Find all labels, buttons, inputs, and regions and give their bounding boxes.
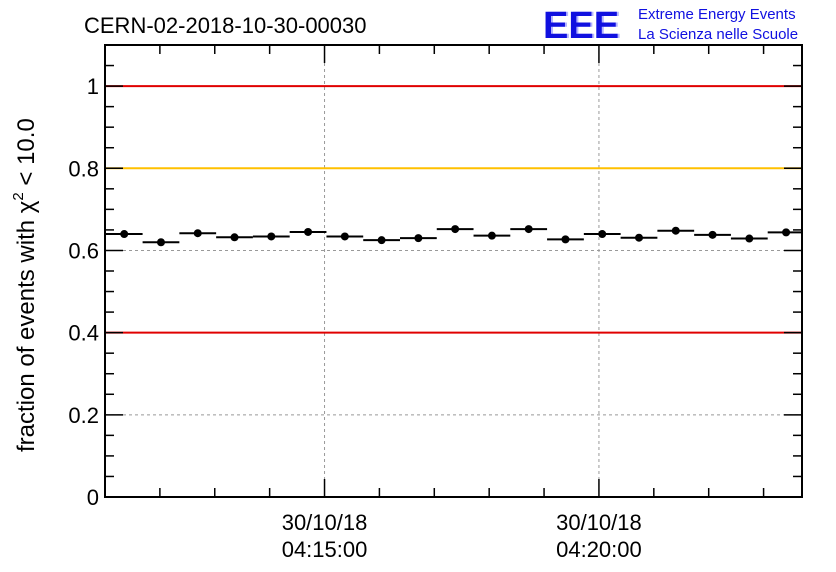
logo-line1: Extreme Energy Events: [638, 6, 796, 23]
data-point: [782, 228, 791, 237]
y-tick-label: 0.4: [68, 321, 99, 346]
grid: [105, 45, 802, 497]
x-tick-label-time: 04:15:00: [282, 537, 368, 562]
data-point: [267, 232, 276, 241]
x-tick-label-date: 30/10/18: [282, 510, 368, 535]
data-point: [120, 230, 129, 239]
data-point: [561, 235, 570, 244]
data-point: [304, 227, 313, 236]
logo-mark: EEE: [543, 5, 619, 47]
y-tick-label: 0: [87, 485, 99, 510]
data-point: [193, 229, 202, 238]
data-point: [671, 226, 680, 235]
data-point: [230, 233, 239, 242]
y-tick-label: 0.6: [68, 238, 99, 263]
data-point: [708, 230, 717, 239]
y-tick-label: 0.2: [68, 403, 99, 428]
data-point: [598, 230, 607, 239]
chart-title: CERN-02-2018-10-30-00030: [84, 13, 367, 38]
data-series: [105, 225, 802, 247]
tick-labels: 00.20.40.60.8130/10/1804:15:0030/10/1804…: [68, 74, 641, 562]
data-point: [156, 238, 165, 247]
logo-mark-shadow: EEE: [545, 5, 621, 47]
x-tick-label-time: 04:20:00: [556, 537, 642, 562]
y-axis-label: fraction of events with χ2 < 10.0: [10, 118, 40, 452]
y-axis-label-suffix: < 10.0: [13, 118, 40, 192]
data-point: [524, 225, 533, 234]
y-tick-label: 1: [87, 74, 99, 99]
data-point: [487, 231, 496, 240]
axis-ticks: [104, 44, 802, 498]
y-tick-label: 0.8: [68, 156, 99, 181]
data-point: [745, 234, 754, 243]
y-axis-label-symbol: χ: [13, 200, 40, 213]
data-point: [414, 234, 423, 243]
eee-logo: EEE EEE Extreme Energy Events La Scienza…: [543, 5, 798, 47]
logo-line2: La Scienza nelle Scuole: [638, 26, 798, 43]
data-point: [340, 232, 349, 241]
y-axis-label-superscript: 2: [10, 192, 27, 200]
data-point: [635, 233, 644, 242]
y-axis-label-prefix: fraction of events with: [13, 213, 40, 452]
plot-frame: [104, 44, 803, 498]
x-tick-label-date: 30/10/18: [556, 510, 642, 535]
data-point: [377, 236, 386, 245]
data-point: [451, 225, 460, 234]
reference-lines: [105, 85, 802, 334]
